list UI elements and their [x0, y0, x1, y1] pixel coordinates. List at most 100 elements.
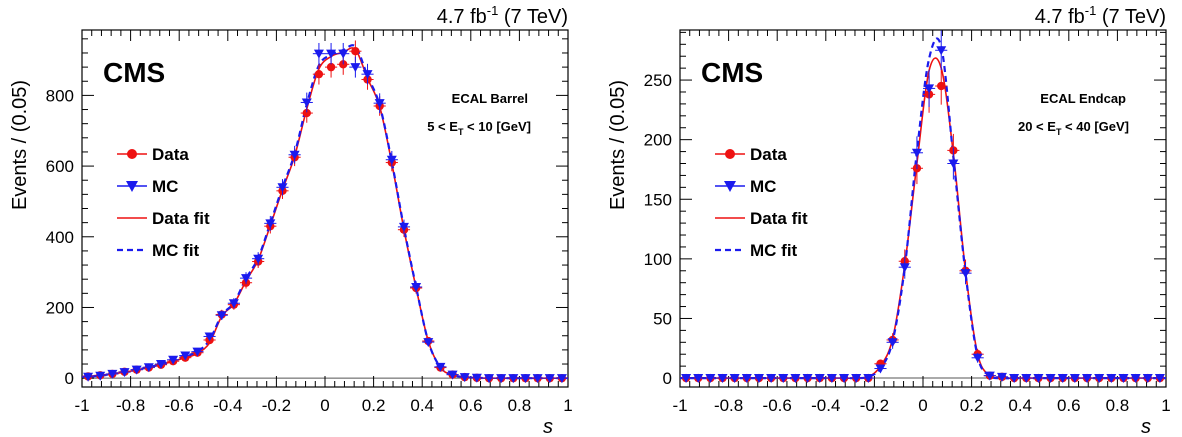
- mc-point: [435, 362, 446, 372]
- lumi-label: 4.7 fb-1 (7 TeV): [437, 3, 568, 28]
- x-tick-label: -0.2: [860, 396, 889, 415]
- x-tick-label: 0.8: [508, 396, 532, 415]
- mc-point: [520, 374, 531, 384]
- y-tick-label: 600: [46, 157, 74, 176]
- legend-label: Data: [750, 145, 787, 164]
- legend-entry-mc: MC: [117, 177, 178, 196]
- x-tick-label: 0.6: [459, 396, 483, 415]
- mc-point: [386, 155, 397, 165]
- mc-point: [411, 282, 422, 292]
- x-tick-label: 0.8: [1106, 396, 1130, 415]
- x-tick-label: 0.4: [410, 396, 434, 415]
- legend-entry-data-fit: Data fit: [715, 209, 808, 228]
- mc-point: [790, 374, 801, 384]
- mc-point: [459, 373, 470, 383]
- x-tick-label: -0.2: [262, 396, 291, 415]
- legend-entry-data: Data: [117, 145, 189, 164]
- mc-point: [875, 364, 886, 374]
- mc-point: [1130, 374, 1141, 384]
- legend-mc-marker: [724, 181, 736, 192]
- x-axis-title: s: [543, 416, 553, 437]
- x-tick-label: 0.4: [1008, 396, 1032, 415]
- data-point: [937, 81, 946, 91]
- mc-point: [924, 84, 935, 94]
- y-tick-label: 0: [663, 369, 672, 388]
- legend-label: Data: [152, 145, 189, 164]
- mc-point: [484, 374, 495, 384]
- mc-point: [1154, 374, 1165, 384]
- mc-point: [984, 371, 995, 381]
- mc-point: [107, 369, 118, 379]
- mc-point: [887, 338, 898, 348]
- x-tick-label: 0: [320, 396, 329, 415]
- mc-point: [899, 263, 910, 273]
- mc-point: [241, 274, 252, 284]
- mc-point: [1009, 374, 1020, 384]
- mc-point: [778, 374, 789, 384]
- x-tick-label: 0.2: [960, 396, 984, 415]
- cms-label: CMS: [701, 57, 763, 88]
- mc-point: [350, 63, 361, 73]
- x-tick-label: -0.6: [763, 396, 792, 415]
- chart-panel-2: -1 -0.8 -0.6 -0.4 -0.2 0 0.2 0.4 0.6 0.8 1 0 50 100 15…: [607, 3, 1171, 437]
- legend-entry-data: Data: [715, 145, 787, 164]
- y-tick-label: 800: [46, 86, 74, 105]
- mc-point: [1082, 374, 1093, 384]
- x-tick-label: 1: [563, 396, 572, 415]
- mc-point: [544, 374, 555, 384]
- mc-point: [839, 374, 850, 384]
- x-tick-label: -0.4: [811, 396, 840, 415]
- mc-point: [1142, 374, 1153, 384]
- mc-point: [911, 148, 922, 158]
- mc-point: [119, 368, 130, 378]
- chart-panel-1: -1 -0.8 -0.6 -0.4 -0.2 0 0.2 0.4 0.6 0.8 1 0 200 400 6…: [9, 3, 573, 437]
- mc-point: [95, 371, 106, 381]
- mc-point: [155, 360, 166, 370]
- et-range-label: 5 < ET < 10 [GeV]: [427, 119, 531, 137]
- mc-point: [228, 299, 239, 309]
- mc-point: [362, 70, 373, 80]
- legend-entry-mc-fit: MC fit: [117, 241, 200, 260]
- region-label: ECAL Barrel: [452, 91, 528, 106]
- mc-point: [180, 351, 191, 361]
- legend-data-marker: [725, 149, 735, 159]
- mc-point: [338, 49, 349, 59]
- mc-point: [168, 355, 179, 365]
- mc-point: [741, 374, 752, 384]
- mc-point: [216, 311, 227, 321]
- legend-label: MC fit: [152, 241, 200, 260]
- mc-point: [802, 374, 813, 384]
- mc-point: [143, 363, 154, 373]
- y-tick-label: 400: [46, 228, 74, 247]
- mc-point: [826, 374, 837, 384]
- legend-label: MC fit: [750, 241, 798, 260]
- x-axis-title: s: [1141, 416, 1151, 437]
- x-tick-label: 0: [918, 396, 927, 415]
- mc-point: [936, 46, 947, 56]
- mc-point: [1045, 374, 1056, 384]
- legend-mc-marker: [126, 181, 138, 192]
- mc-point: [1118, 374, 1129, 384]
- mc-point: [753, 374, 764, 384]
- y-tick-label: 100: [644, 250, 672, 269]
- mc-point: [1033, 374, 1044, 384]
- mc-point: [423, 338, 434, 348]
- mc-point: [972, 353, 983, 363]
- y-tick-label: 150: [644, 190, 672, 209]
- mc-point: [447, 370, 458, 380]
- x-tick-label: 0.2: [362, 396, 386, 415]
- mc-point: [996, 372, 1007, 382]
- mc-point: [277, 183, 288, 193]
- mc-point: [1069, 374, 1080, 384]
- mc-point: [204, 332, 215, 342]
- mc-point: [1057, 374, 1068, 384]
- mc-point: [83, 372, 94, 382]
- mc-point: [1106, 374, 1117, 384]
- x-tick-label: -0.8: [714, 396, 743, 415]
- mc-point: [532, 374, 543, 384]
- mc-point: [729, 374, 740, 384]
- mc-point: [326, 49, 337, 59]
- mc-point: [374, 99, 385, 109]
- y-tick-label: 200: [46, 298, 74, 317]
